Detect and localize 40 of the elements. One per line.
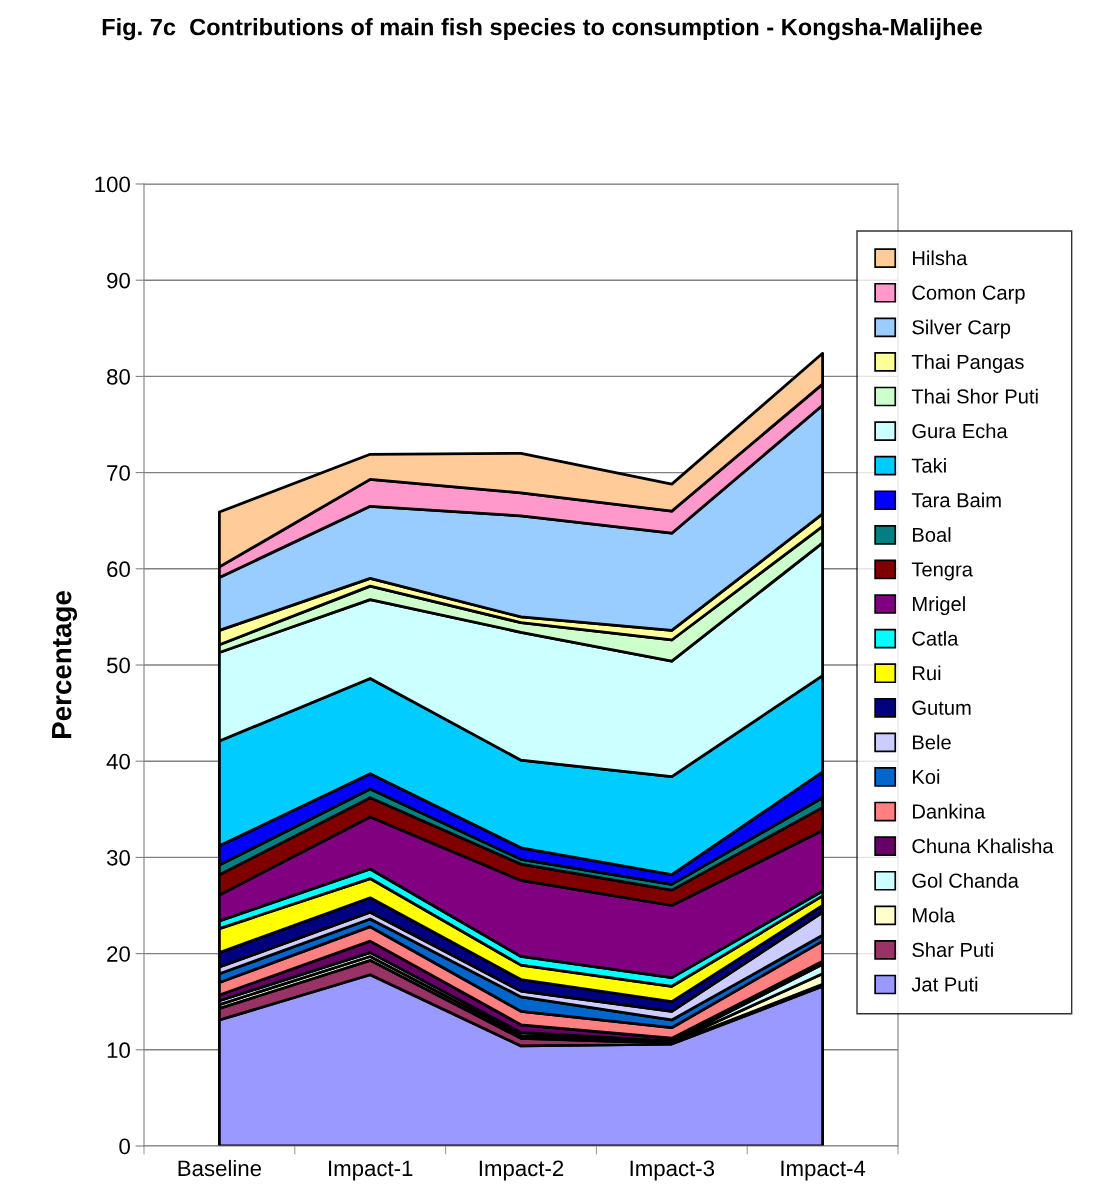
legend-label: Boal <box>913 527 951 542</box>
x-tick-label: Impact-4 <box>781 1160 866 1181</box>
legend-label: Bele <box>913 734 951 750</box>
y-tick-label: 40 <box>106 753 130 770</box>
legend-label: Silver Carp <box>912 319 1011 339</box>
y-tick-label: 10 <box>107 1042 130 1059</box>
y-tick-label: 80 <box>107 368 130 385</box>
legend-label: Tara Baim <box>911 492 1001 508</box>
legend-label: Taki <box>911 457 946 473</box>
legend-label: Mrigel <box>913 596 965 616</box>
legend-label: Hilsha <box>913 250 968 266</box>
x-tick-label: Impact-3 <box>630 1160 715 1181</box>
legend-label: Thai Shor Puti <box>911 388 1038 404</box>
legend-label: Catla <box>912 630 959 646</box>
y-axis-title: Percentage <box>52 591 78 739</box>
y-tick-label: 90 <box>107 272 130 289</box>
legend-label: Rui <box>913 665 941 681</box>
chart-title: Fig. 7c Contributions of main fish species to consumption - Kongsha-Malijhee <box>102 18 982 41</box>
y-tick-label: 100 <box>95 176 130 193</box>
legend-label: Jat Puti <box>911 976 978 992</box>
y-tick-label: 0 <box>119 1138 130 1155</box>
legend-label: Comon Carp <box>912 285 1025 304</box>
y-tick-label: 50 <box>106 657 130 674</box>
x-tick-label: Baseline <box>178 1159 262 1177</box>
legend-label: Mola <box>913 907 956 923</box>
legend-label: Tengra <box>911 562 973 581</box>
legend-label: Gura Echa <box>912 423 1008 439</box>
x-tick-label: Impact-2 <box>479 1160 564 1181</box>
x-tick-label: Impact-1 <box>329 1160 413 1181</box>
legend-label: Dankina <box>913 803 986 819</box>
legend-label: Chuna Khalisha <box>912 838 1054 854</box>
y-tick-label: 20 <box>107 946 130 962</box>
legend-label: Gol Chanda <box>912 873 1019 888</box>
legend-label: Thai Pangas <box>911 354 1024 373</box>
y-tick-label: 60 <box>107 561 130 578</box>
legend-label: Shar Puti <box>912 942 993 957</box>
y-tick-label: 30 <box>106 849 130 866</box>
legend-label: Koi <box>913 769 940 785</box>
y-tick-label: 70 <box>107 465 130 481</box>
legend-label: Gutum <box>912 700 971 715</box>
